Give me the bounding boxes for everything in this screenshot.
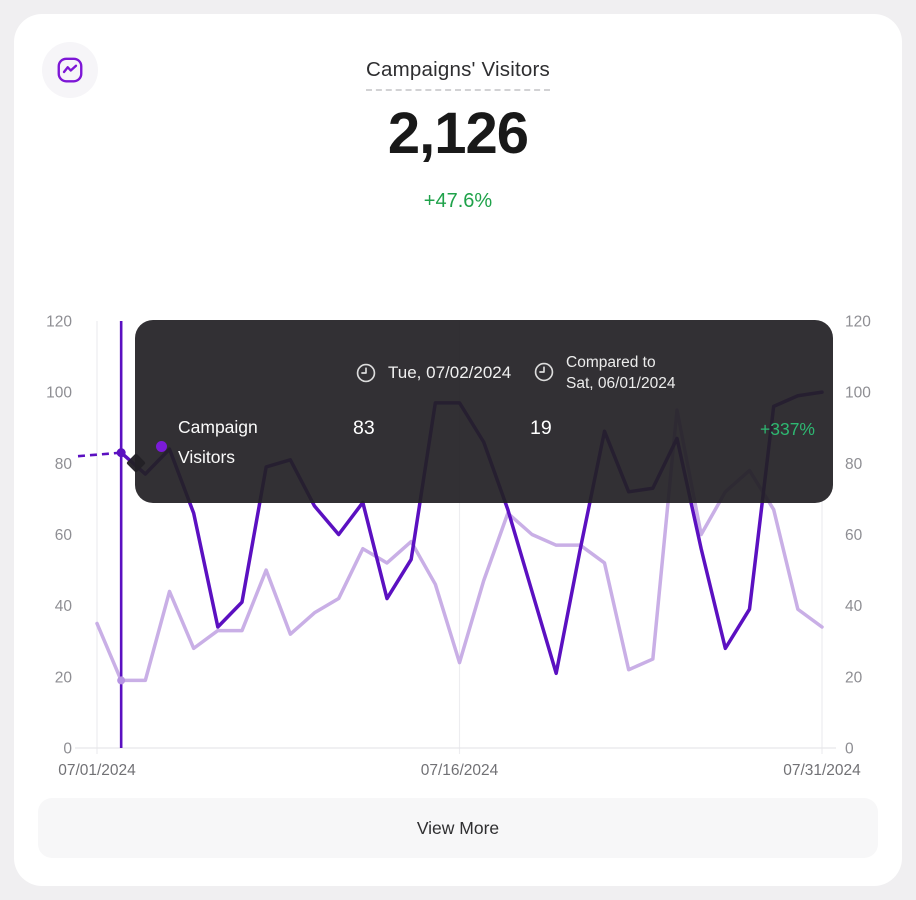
total-delta-badge: +47.6% [423,190,493,212]
current-series-dashed-segment [77,451,122,458]
clock-icon [534,362,554,382]
tooltip-compared-prefix: Compared to [566,354,656,371]
comparison-hover-point [117,676,126,685]
clock-icon [356,363,376,383]
y-axis-label-right: 20 [845,669,863,686]
y-axis-label-left: 80 [55,456,73,473]
y-axis-label-right: 100 [845,385,871,402]
tooltip-compared-date-label: Sat, 06/01/2024 [566,375,676,392]
card-title: Campaigns' Visitors [366,58,550,91]
current-hover-point [116,448,126,458]
chart-icon-badge [42,42,98,98]
y-axis-label-left: 100 [46,385,72,402]
y-axis-label-right: 40 [845,598,863,615]
y-axis-label-left: 20 [55,669,73,686]
tooltip-current-value: 83 [353,417,375,439]
y-axis-label-left: 120 [46,314,72,331]
series-color-dot [156,441,167,452]
x-axis-label: 07/31/2024 [783,762,861,779]
tooltip-delta-percent: +337% [760,419,815,439]
total-visitors-value: 2,126 [387,101,529,166]
chart-tooltip: Tue, 07/02/2024 Compared to Sat, 06/01/2… [126,320,833,503]
x-axis-label: 07/01/2024 [58,762,136,779]
y-axis-label-right: 0 [845,741,854,758]
y-axis-label-right: 60 [845,527,863,544]
tooltip-compared-value: 19 [530,417,552,439]
tooltip-current-date: Tue, 07/02/2024 [355,362,511,384]
tooltip-date-label: Tue, 07/02/2024 [388,363,512,382]
y-axis-label-left: 0 [63,741,72,758]
view-more-button[interactable]: View More [38,798,878,858]
tooltip-compared-date: Compared to Sat, 06/01/2024 [533,352,675,394]
x-axis-label: 07/16/2024 [421,762,499,779]
comparison-series-line [95,408,824,683]
activity-line-icon [57,57,83,83]
tooltip-series-label: Campaign Visitors [178,417,258,467]
y-axis-label-right: 120 [845,314,871,331]
y-axis-label-left: 40 [55,598,73,615]
y-axis-label-right: 80 [845,456,863,473]
y-axis-label-left: 60 [55,527,73,544]
